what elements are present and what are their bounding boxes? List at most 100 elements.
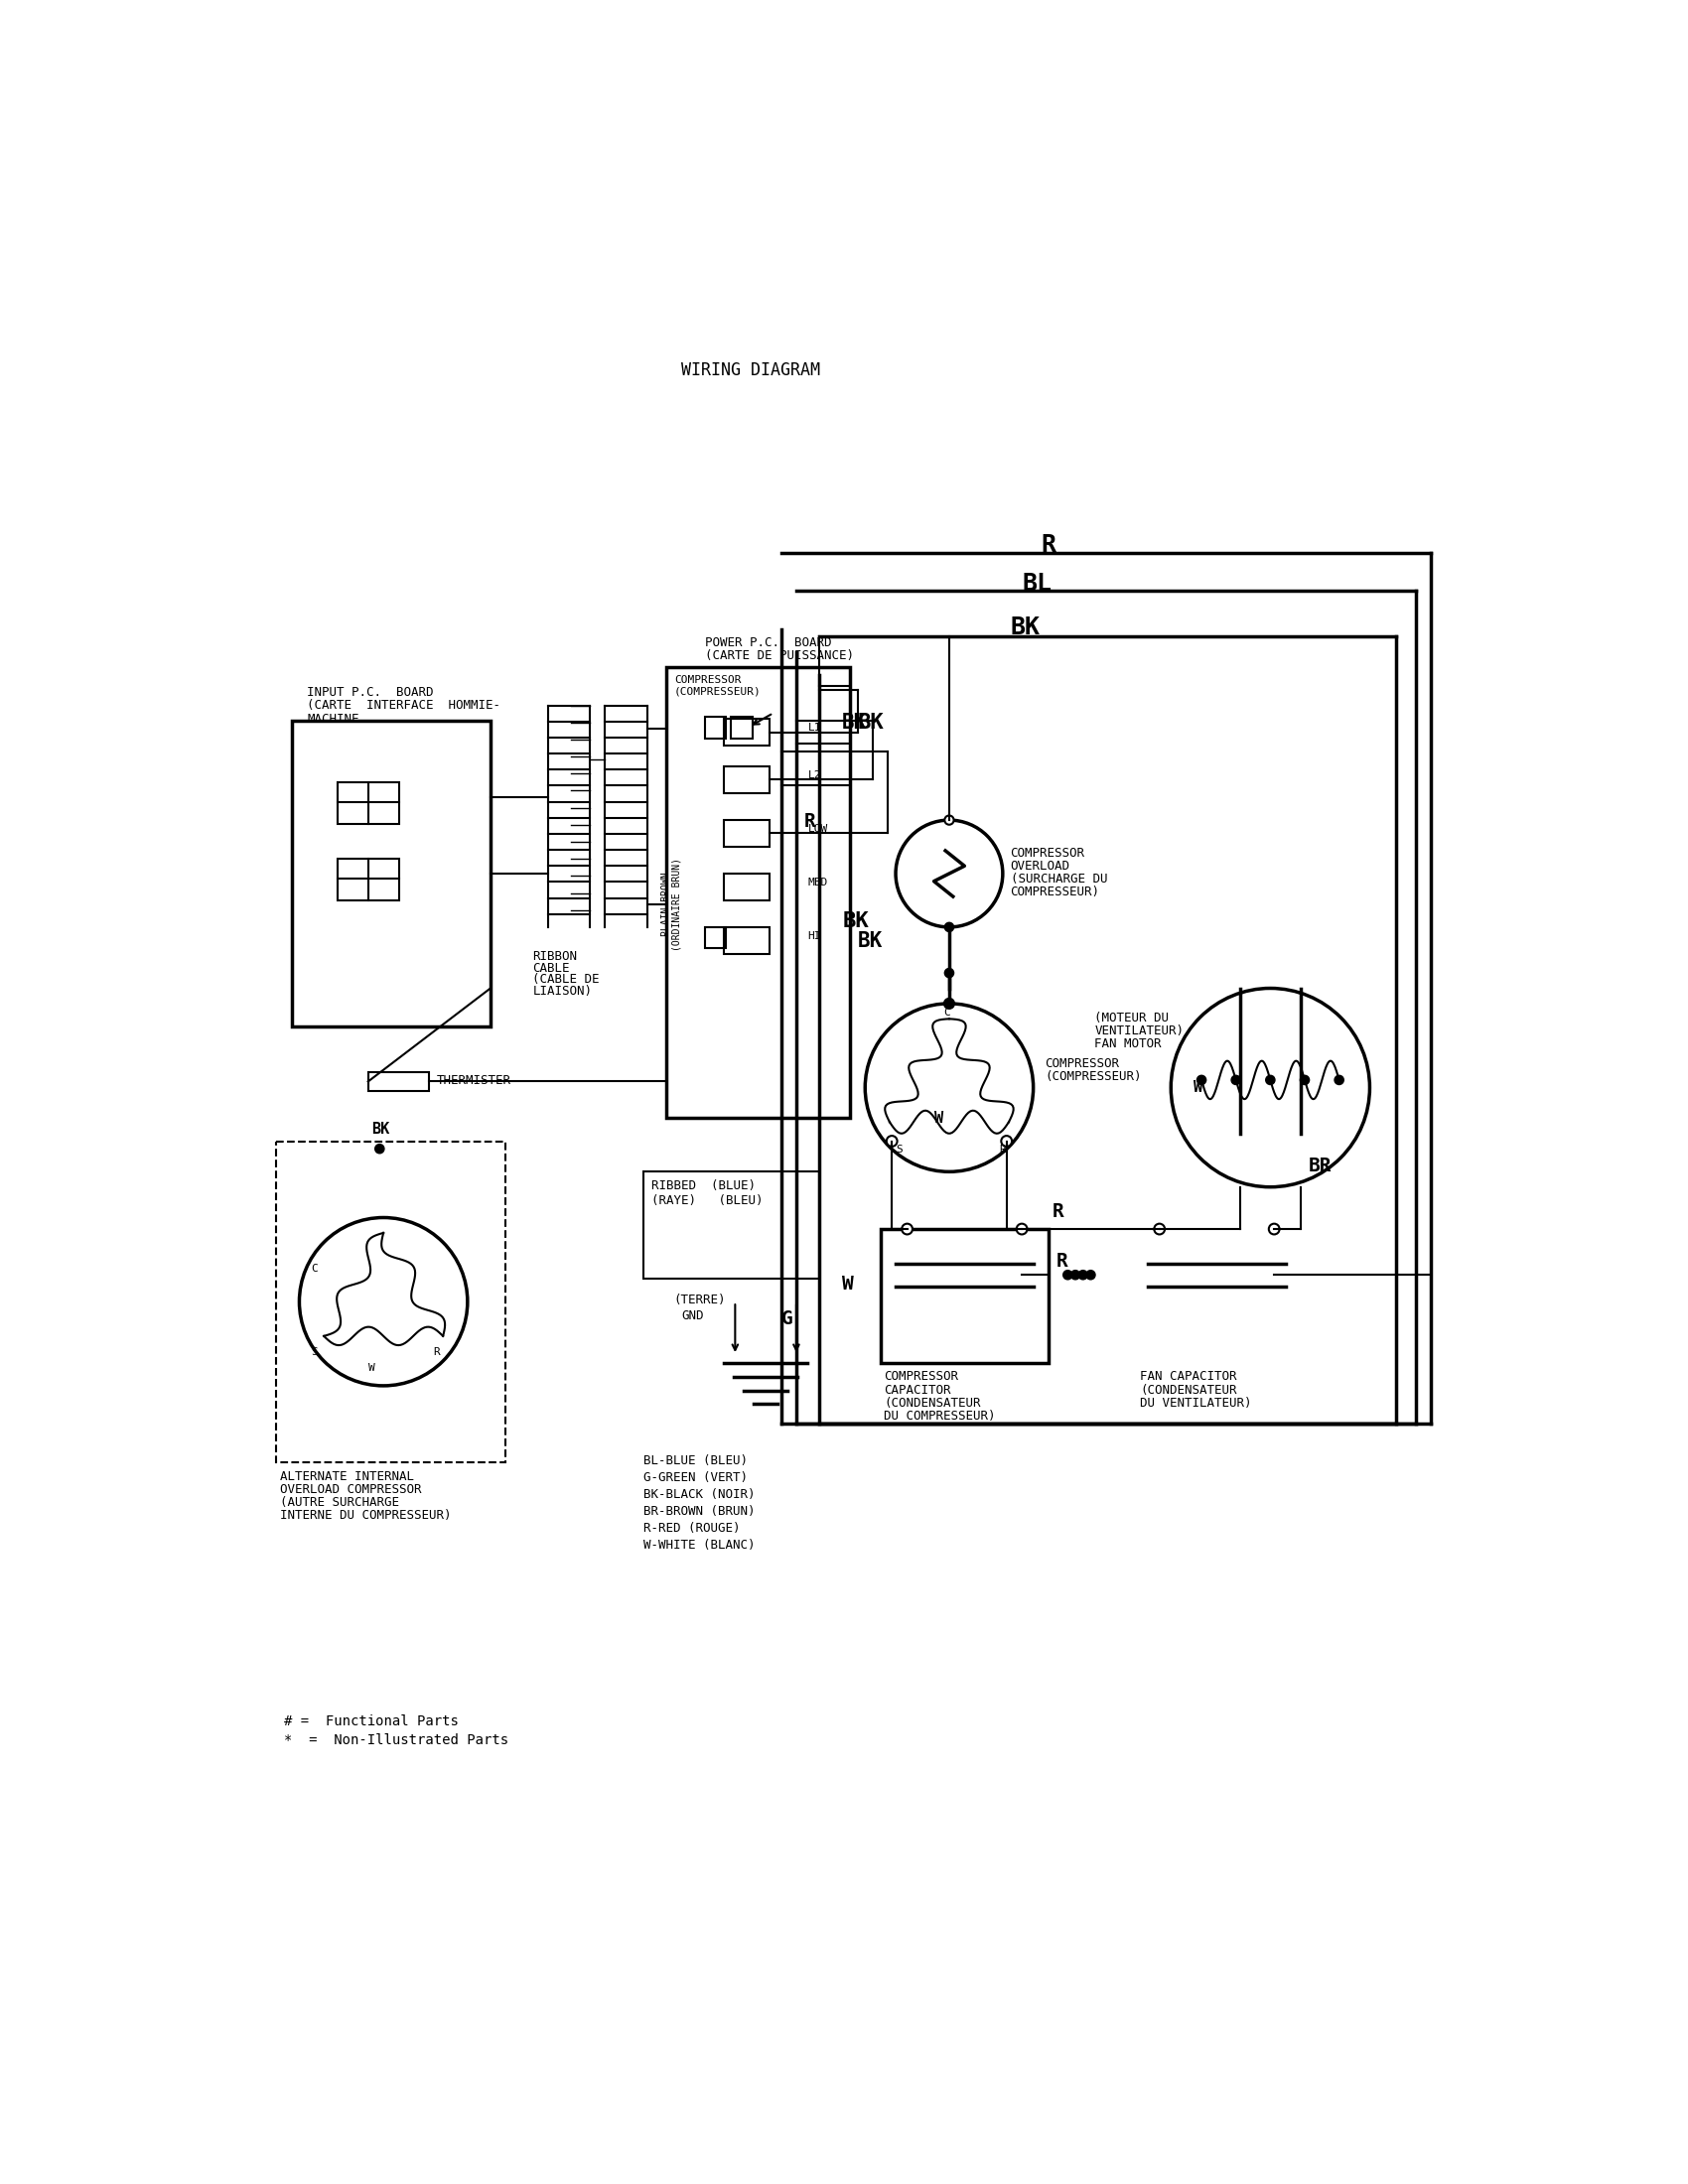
Text: (RAYE)   (BLEU): (RAYE) (BLEU) [652, 1195, 763, 1208]
Text: (COMPRESSEUR): (COMPRESSEUR) [674, 686, 761, 697]
Text: G: G [782, 1310, 793, 1328]
Text: MED: MED [809, 878, 827, 887]
Bar [704, 716, 726, 738]
Text: WIRING DIAGRAM: WIRING DIAGRAM [680, 360, 820, 380]
Text: INPUT P.C.  BOARD: INPUT P.C. BOARD [307, 686, 434, 699]
Text: R: R [1052, 1201, 1063, 1221]
Text: HI: HI [809, 930, 820, 941]
Text: RIBBED  (BLUE): RIBBED (BLUE) [652, 1179, 755, 1192]
Text: PLAIN BROWN: PLAIN BROWN [662, 871, 672, 937]
Text: VENTILATEUR): VENTILATEUR) [1094, 1024, 1183, 1037]
Circle shape [1001, 1136, 1011, 1147]
Text: W: W [933, 1109, 944, 1125]
Text: (CONDENSATEUR: (CONDENSATEUR [885, 1396, 981, 1409]
Text: (CARTE  INTERFACE  HOMMIE-: (CARTE INTERFACE HOMMIE- [307, 699, 501, 712]
Bar [338, 782, 398, 823]
Text: COMPRESSOR: COMPRESSOR [885, 1372, 959, 1382]
Text: BK-BLACK (NOIR): BK-BLACK (NOIR) [643, 1487, 755, 1500]
Text: R: R [1041, 533, 1057, 557]
Text: BK: BK [1011, 616, 1040, 640]
Circle shape [1079, 1271, 1087, 1280]
Text: (MOTEUR DU: (MOTEUR DU [1094, 1011, 1168, 1024]
Text: BR-BROWN (BRUN): BR-BROWN (BRUN) [643, 1505, 755, 1518]
Text: S: S [311, 1348, 317, 1358]
Bar [338, 858, 398, 900]
Text: R-RED (ROUGE): R-RED (ROUGE) [643, 1522, 739, 1535]
Circle shape [1266, 1075, 1274, 1085]
Text: FAN MOTOR: FAN MOTOR [1094, 1037, 1161, 1051]
Circle shape [1300, 1075, 1310, 1085]
Text: BK: BK [842, 712, 868, 734]
Circle shape [944, 998, 954, 1009]
Text: (CONDENSATEUR: (CONDENSATEUR [1141, 1382, 1237, 1396]
Text: L2: L2 [809, 771, 820, 780]
Text: (CABLE DE: (CABLE DE [532, 974, 599, 985]
Text: BK: BK [371, 1123, 390, 1138]
Text: W: W [368, 1363, 375, 1374]
Text: R: R [434, 1348, 441, 1358]
Text: G-GREEN (VERT): G-GREEN (VERT) [643, 1472, 748, 1485]
Text: (AUTRE SURCHARGE: (AUTRE SURCHARGE [280, 1496, 400, 1509]
Bar [277, 1140, 506, 1463]
Text: MACHINE: MACHINE [307, 712, 360, 725]
Circle shape [1063, 1271, 1072, 1280]
Bar [724, 874, 770, 900]
Text: COMPRESSOR: COMPRESSOR [1045, 1057, 1119, 1070]
Text: (CARTE DE PUISSANCE): (CARTE DE PUISSANCE) [704, 649, 854, 662]
Circle shape [1197, 1075, 1207, 1085]
Text: R: R [999, 1144, 1006, 1155]
Text: DU COMPRESSEUR): DU COMPRESSEUR) [885, 1409, 996, 1422]
Circle shape [901, 1223, 913, 1234]
Bar [724, 819, 770, 847]
Bar [881, 1230, 1048, 1363]
Text: LOW: LOW [809, 823, 827, 834]
Text: (TERRE): (TERRE) [674, 1293, 726, 1306]
Text: R: R [1057, 1251, 1069, 1271]
Circle shape [945, 922, 954, 933]
Text: (ORDINAIRE BRUN): (ORDINAIRE BRUN) [672, 858, 682, 950]
Text: OVERLOAD COMPRESSOR: OVERLOAD COMPRESSOR [280, 1483, 422, 1496]
Bar [724, 719, 770, 747]
Text: POWER P.C.  BOARD: POWER P.C. BOARD [704, 638, 830, 649]
Text: BK: BK [858, 712, 885, 734]
Text: (COMPRESSEUR): (COMPRESSEUR) [1045, 1070, 1141, 1083]
Bar [731, 716, 753, 738]
Text: S: S [896, 1144, 903, 1155]
Text: DU VENTILATEUR): DU VENTILATEUR) [1141, 1396, 1252, 1409]
Circle shape [1085, 1271, 1096, 1280]
Text: COMPRESSEUR): COMPRESSEUR) [1011, 887, 1101, 900]
Bar [704, 926, 726, 948]
Text: L1: L1 [809, 723, 820, 734]
Circle shape [1155, 1223, 1165, 1234]
Text: BR: BR [1308, 1158, 1332, 1175]
Text: # =  Functional Parts: # = Functional Parts [284, 1714, 459, 1728]
Text: C: C [311, 1262, 317, 1273]
Circle shape [1016, 1223, 1028, 1234]
Text: BK: BK [858, 930, 883, 950]
Text: FAN CAPACITOR: FAN CAPACITOR [1141, 1372, 1237, 1382]
Text: *  =  Non-Illustrated Parts: * = Non-Illustrated Parts [284, 1734, 508, 1747]
Bar [643, 1171, 819, 1280]
Text: R: R [803, 812, 815, 832]
Text: GND: GND [682, 1310, 704, 1321]
Text: (SURCHARGE DU: (SURCHARGE DU [1011, 874, 1107, 887]
Text: W: W [842, 1275, 854, 1293]
Text: BL-BLUE (BLEU): BL-BLUE (BLEU) [643, 1455, 748, 1468]
Circle shape [1231, 1075, 1241, 1085]
Text: CAPACITOR: CAPACITOR [885, 1382, 952, 1396]
Bar [368, 1072, 429, 1092]
Text: OVERLOAD: OVERLOAD [1011, 860, 1070, 874]
Text: W-WHITE (BLANC): W-WHITE (BLANC) [643, 1538, 755, 1551]
Bar [667, 668, 849, 1118]
Circle shape [1269, 1223, 1280, 1234]
Text: BK: BK [842, 913, 869, 933]
Text: W: W [1193, 1081, 1204, 1094]
Text: THERMISTER: THERMISTER [437, 1075, 511, 1088]
Bar [724, 926, 770, 954]
Bar [292, 721, 491, 1026]
Text: COMPRESSOR: COMPRESSOR [1011, 847, 1085, 860]
Text: C: C [944, 1007, 950, 1018]
Text: LIAISON): LIAISON) [532, 985, 592, 998]
Text: COMPRESSOR: COMPRESSOR [674, 675, 741, 686]
Text: RIBBON: RIBBON [532, 950, 577, 963]
